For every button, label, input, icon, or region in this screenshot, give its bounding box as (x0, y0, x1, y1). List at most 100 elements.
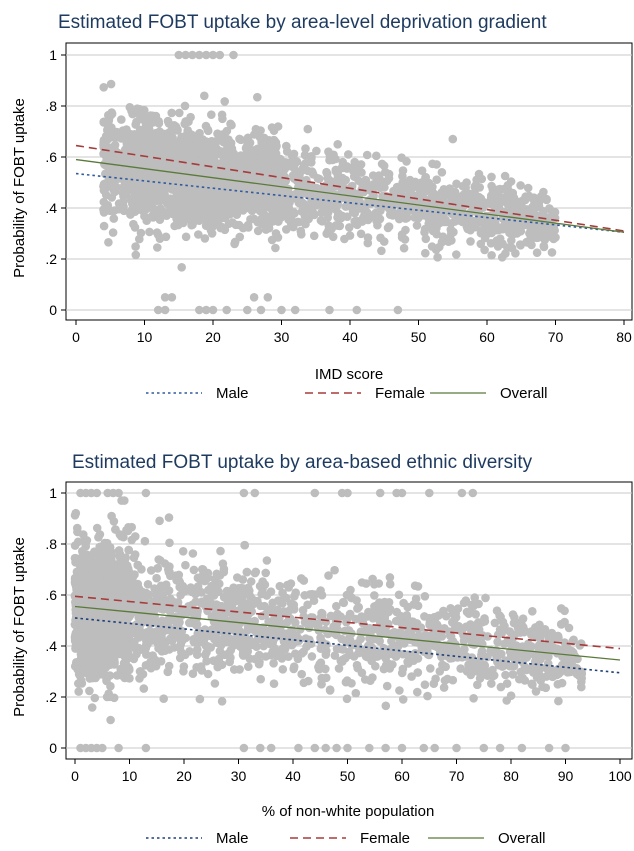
scatter-point (136, 667, 145, 676)
scatter-point (171, 139, 181, 149)
scatter-point (374, 579, 384, 588)
scatter-point (532, 248, 542, 257)
scatter-point (253, 226, 263, 236)
scatter-point (564, 623, 574, 633)
scatter-point (330, 651, 340, 660)
scatter-point (423, 691, 432, 701)
scatter-point (377, 246, 386, 256)
scatter-point (333, 213, 342, 222)
scatter-point (152, 193, 161, 203)
scatter-point (194, 141, 204, 151)
scatter-point (74, 687, 83, 696)
scatter-point (210, 679, 220, 688)
scatter-point (263, 293, 273, 302)
scatter-point (162, 183, 172, 193)
scatter-point (189, 163, 199, 172)
scatter-point (217, 110, 227, 120)
scatter-point (160, 293, 170, 302)
scatter-point (536, 192, 546, 201)
scatter-point (167, 293, 177, 302)
scatter-point (381, 701, 391, 711)
scatter-point (174, 50, 184, 60)
scatter-point (109, 144, 118, 153)
scatter-point (487, 679, 496, 688)
scatter-point (461, 183, 471, 193)
scatter-point (469, 624, 479, 634)
scatter-point (486, 239, 496, 248)
scatter-point (383, 223, 393, 233)
scatter-point (214, 587, 223, 597)
scatter-point (155, 516, 164, 526)
scatter-point (246, 577, 256, 586)
scatter-point (426, 664, 435, 673)
scatter-point (439, 683, 449, 692)
scatter-point (192, 650, 202, 659)
scatter-point (121, 145, 130, 154)
scatter-point (130, 223, 140, 232)
scatter-point (143, 580, 153, 589)
scatter-point (554, 696, 563, 706)
scatter-point (202, 628, 212, 637)
scatter-point (385, 204, 395, 214)
scatter-point (180, 147, 190, 157)
scatter-point (150, 176, 159, 186)
series-line-overall (75, 158, 625, 233)
scatter-point (507, 236, 516, 245)
scatter-point (131, 242, 140, 251)
scatter-point (362, 150, 372, 160)
scatter-point (179, 667, 188, 676)
scatter-point (231, 200, 240, 209)
scatter-point (432, 160, 441, 169)
scatter-point (398, 166, 408, 175)
scatter-point (188, 549, 198, 558)
scatter-point (221, 192, 231, 201)
scatter-point (194, 230, 203, 239)
scatter-point (105, 659, 115, 669)
scatter-point (296, 226, 306, 236)
scatter-point (367, 212, 377, 221)
scatter-point (500, 171, 510, 181)
scatter-point (487, 251, 496, 260)
scatter-point (477, 216, 487, 226)
scatter-point (256, 674, 266, 684)
scatter-point (70, 541, 80, 550)
scatter-point (270, 643, 279, 653)
scatter-point (220, 213, 230, 223)
scatter-point (547, 233, 557, 242)
scatter-point (488, 665, 497, 675)
scatter-point (243, 305, 252, 315)
scatter-point (106, 715, 115, 725)
x-axis-label: IMD score (315, 366, 383, 383)
scatter-point (402, 157, 411, 166)
scatter-point (360, 208, 370, 217)
scatter-point (470, 593, 480, 602)
scatter-point (441, 662, 451, 672)
scatter-point (384, 169, 394, 179)
scatter-point (278, 665, 288, 674)
scatter-point (531, 687, 541, 696)
scatter-point (504, 209, 513, 218)
scatter-point (183, 168, 192, 178)
scatter-point (307, 152, 316, 161)
scatter-point (169, 167, 179, 176)
scatter-point (476, 228, 486, 238)
scatter-point (180, 101, 190, 111)
scatter-point (332, 601, 341, 611)
scatter-point (106, 132, 116, 141)
scatter-point (298, 200, 307, 210)
scatter-point (471, 180, 481, 190)
scatter-point (187, 216, 196, 225)
scatter-point (297, 669, 307, 679)
x-tick-label: 30 (274, 329, 290, 345)
scatter-point (171, 160, 180, 170)
scatter-point (487, 172, 496, 182)
scatter-point (223, 176, 233, 186)
scatter-point (248, 152, 258, 162)
scatter-point (527, 240, 536, 250)
scatter-point (260, 216, 270, 226)
scatter-point (153, 155, 162, 164)
scatter-point (480, 200, 490, 209)
scatter-point (307, 187, 317, 197)
scatter-point (412, 221, 422, 230)
scatter-point (466, 237, 475, 246)
